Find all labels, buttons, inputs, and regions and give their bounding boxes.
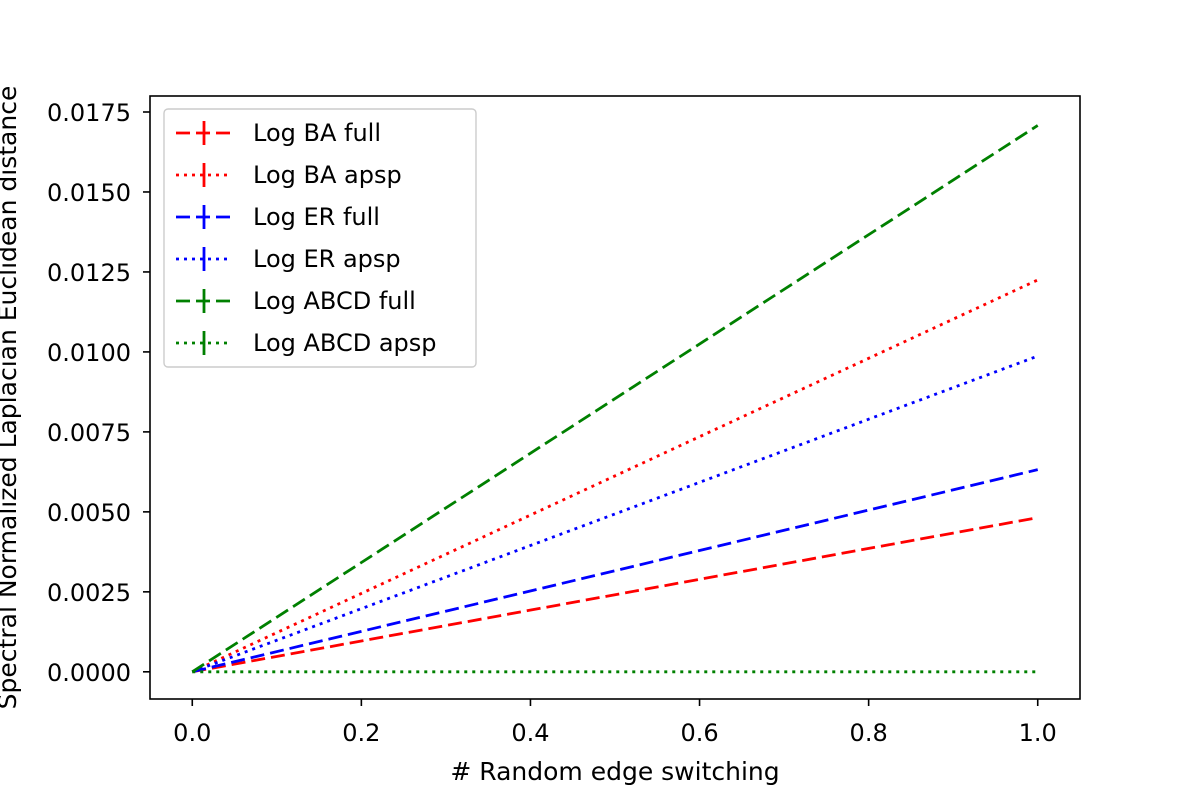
y-tick-label: 0.0075: [47, 419, 131, 447]
legend: Log BA full Log BA apsp Log ER full Log ER …: [163, 108, 477, 368]
series-line-log-er-apsp: [191, 354, 1039, 674]
y-tick-label: 0.0100: [47, 339, 131, 367]
legend-label: Log ABCD full: [253, 287, 416, 315]
legend-label: Log ER full: [253, 203, 380, 231]
x-tick-label: 0.2: [342, 719, 380, 747]
y-axis: 0.0000 0.0025 0.0050 0.0075 0.0100 0.0125 0.01…: [47, 99, 150, 687]
y-tick-label: 0.0000: [47, 659, 131, 687]
y-tick-label: 0.0150: [47, 179, 131, 207]
series-line-log-er-full: [191, 468, 1039, 674]
x-axis: 0.0 0.2 0.4 0.6 0.8 1.0: [173, 699, 1057, 747]
plot-frame: [149, 95, 1081, 700]
y-axis-label: Spectral Normalized Laplacian Euclidean …: [0, 86, 22, 710]
x-tick-label: 0.8: [850, 719, 888, 747]
x-tick-label: 0.6: [680, 719, 718, 747]
legend-box: [163, 108, 477, 368]
y-tick-label: 0.0050: [47, 499, 131, 527]
legend-item: Log BA full: [176, 119, 381, 147]
legend-label: Log BA apsp: [253, 161, 402, 189]
series-line-log-abcd-full: [191, 124, 1039, 673]
y-tick-label: 0.0125: [47, 259, 131, 287]
plot-lines: [191, 124, 1039, 674]
legend-item: Log ER apsp: [176, 245, 401, 273]
x-tick-label: 1.0: [1019, 719, 1057, 747]
legend-item: Log BA apsp: [176, 161, 402, 189]
legend-label: Log BA full: [253, 119, 381, 147]
y-tick-label: 0.0025: [47, 579, 131, 607]
y-tick-label: 0.0175: [47, 99, 131, 127]
legend-item: Log ABCD full: [176, 287, 416, 315]
x-tick-label: 0.0: [173, 719, 211, 747]
series-line-log-ba-full: [192, 516, 1038, 674]
legend-item: Log ABCD apsp: [176, 329, 437, 357]
x-axis-label: # Random edge switching: [450, 757, 779, 786]
x-tick-label: 0.4: [511, 719, 549, 747]
series-line-log-ba-apsp: [191, 278, 1039, 674]
legend-label: Log ABCD apsp: [253, 329, 437, 357]
legend-item: Log ER full: [176, 203, 380, 231]
legend-label: Log ER apsp: [253, 245, 401, 273]
